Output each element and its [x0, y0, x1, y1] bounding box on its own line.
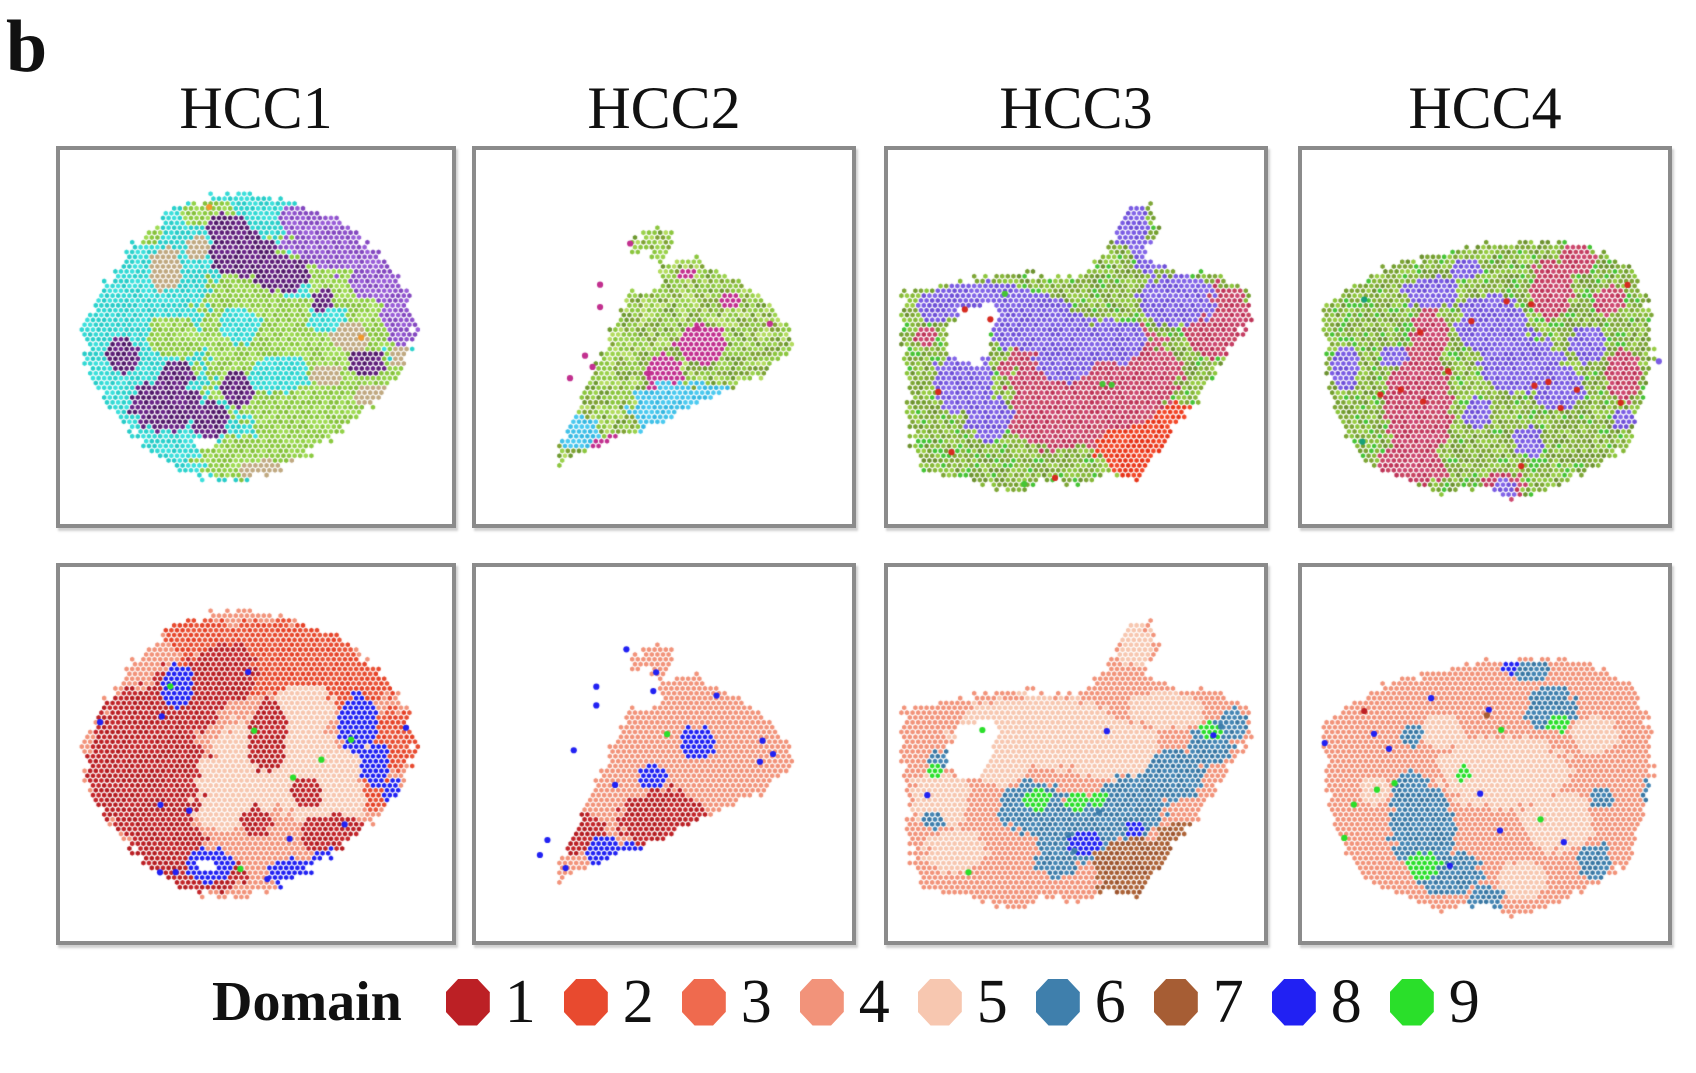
- panel-hcc4-row2: [1298, 563, 1672, 945]
- domain-9-octagon-swatch: [1389, 978, 1434, 1026]
- panel-hcc4-row1: [1298, 146, 1672, 528]
- column-title-hcc1: HCC1: [179, 75, 333, 141]
- map-canvas-hcc2-row2: [476, 567, 852, 941]
- legend-item-domain-5: 5: [917, 968, 1008, 1036]
- domain-8-octagon-swatch: [1271, 978, 1316, 1026]
- panel-letter-label: b: [6, 6, 48, 88]
- domain-1-octagon-swatch: [445, 978, 490, 1026]
- domain-legend: Domain 1 2 3 4 5 6 7 8 9: [212, 962, 1508, 1042]
- legend-item-domain-4: 4: [799, 968, 890, 1036]
- domain-4-label: 4: [858, 968, 890, 1036]
- legend-title: Domain: [212, 971, 402, 1033]
- legend-item-domain-9: 9: [1389, 968, 1480, 1036]
- domain-4-octagon-swatch: [799, 978, 844, 1026]
- domain-2-label: 2: [622, 968, 654, 1036]
- column-title-hcc3: HCC3: [999, 75, 1153, 141]
- legend-item-domain-1: 1: [445, 968, 536, 1036]
- map-canvas-hcc1-row2: [60, 567, 452, 941]
- legend-item-domain-8: 8: [1271, 968, 1362, 1036]
- domain-1-label: 1: [504, 968, 536, 1036]
- domain-7-label: 7: [1212, 968, 1244, 1036]
- domain-7-octagon-swatch: [1153, 978, 1198, 1026]
- panel-hcc2-row2: [472, 563, 856, 945]
- legend-item-domain-6: 6: [1035, 968, 1126, 1036]
- panel-hcc1-row1: [56, 146, 456, 528]
- map-canvas-hcc1-row1: [60, 150, 452, 524]
- domain-9-label: 9: [1448, 968, 1480, 1036]
- legend-item-domain-3: 3: [681, 968, 772, 1036]
- domain-6-label: 6: [1094, 968, 1126, 1036]
- panel-hcc3-row2: [884, 563, 1268, 945]
- legend-item-domain-2: 2: [563, 968, 654, 1036]
- domain-8-label: 8: [1330, 968, 1362, 1036]
- column-title-hcc2: HCC2: [587, 75, 741, 141]
- column-title-hcc4: HCC4: [1408, 75, 1562, 141]
- domain-3-octagon-swatch: [681, 978, 726, 1026]
- map-canvas-hcc4-row2: [1302, 567, 1668, 941]
- panel-hcc2-row1: [472, 146, 856, 528]
- domain-2-octagon-swatch: [563, 978, 608, 1026]
- legend-item-domain-7: 7: [1153, 968, 1244, 1036]
- map-canvas-hcc2-row1: [476, 150, 852, 524]
- panel-hcc3-row1: [884, 146, 1268, 528]
- map-canvas-hcc4-row1: [1302, 150, 1668, 524]
- domain-5-label: 5: [976, 968, 1008, 1036]
- panel-hcc1-row2: [56, 563, 456, 945]
- map-canvas-hcc3-row1: [888, 150, 1264, 524]
- map-canvas-hcc3-row2: [888, 567, 1264, 941]
- domain-6-octagon-swatch: [1035, 978, 1080, 1026]
- domain-3-label: 3: [740, 968, 772, 1036]
- domain-5-octagon-swatch: [917, 978, 962, 1026]
